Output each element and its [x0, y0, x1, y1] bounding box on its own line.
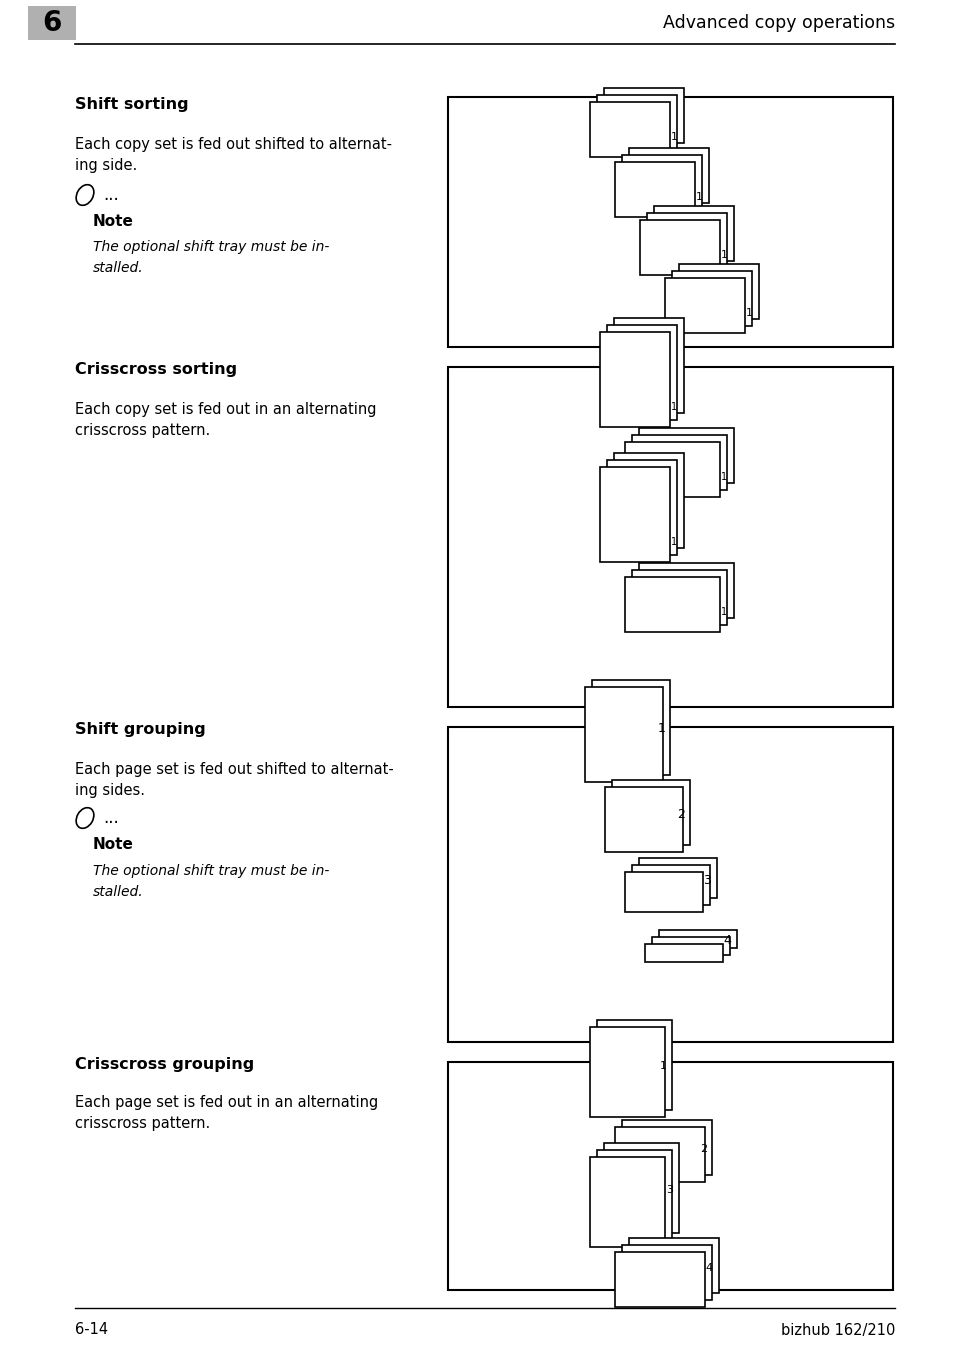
Text: ...: ... [103, 187, 118, 204]
Text: Shift grouping: Shift grouping [75, 722, 206, 737]
Polygon shape [625, 577, 720, 631]
Text: Crisscross sorting: Crisscross sorting [75, 362, 237, 377]
Text: 3: 3 [702, 873, 711, 887]
Text: Each copy set is fed out shifted to alternat-: Each copy set is fed out shifted to alte… [75, 137, 392, 151]
Polygon shape [659, 930, 737, 948]
Polygon shape [614, 318, 684, 412]
Text: stalled.: stalled. [92, 261, 144, 274]
Text: Note: Note [92, 214, 133, 228]
Polygon shape [615, 162, 695, 218]
Polygon shape [622, 1245, 712, 1301]
Text: 1: 1 [671, 402, 677, 412]
Text: crisscross pattern.: crisscross pattern. [75, 423, 210, 438]
Text: Each page set is fed out shifted to alternat-: Each page set is fed out shifted to alte… [75, 763, 394, 777]
Polygon shape [590, 101, 670, 157]
Polygon shape [585, 687, 662, 781]
Text: ...: ... [103, 808, 118, 827]
Polygon shape [625, 442, 720, 498]
Polygon shape [615, 1252, 705, 1307]
Text: 1: 1 [720, 607, 727, 617]
Polygon shape [639, 429, 734, 483]
Polygon shape [597, 1019, 672, 1110]
Ellipse shape [76, 185, 93, 206]
Ellipse shape [76, 807, 93, 829]
Text: 1: 1 [657, 722, 665, 735]
Text: 4: 4 [705, 1263, 712, 1274]
Polygon shape [652, 937, 730, 955]
Text: Shift sorting: Shift sorting [75, 97, 189, 112]
Text: Crisscross grouping: Crisscross grouping [75, 1057, 254, 1072]
Bar [28, 5, 76, 41]
Polygon shape [647, 214, 727, 268]
Text: The optional shift tray must be in-: The optional shift tray must be in- [92, 241, 329, 254]
Text: 2: 2 [677, 807, 684, 821]
Polygon shape [607, 460, 677, 556]
Polygon shape [597, 95, 677, 150]
Polygon shape [590, 1028, 665, 1117]
Polygon shape [672, 270, 752, 326]
Text: ing side.: ing side. [75, 158, 137, 173]
Polygon shape [665, 279, 744, 333]
Polygon shape [625, 872, 702, 913]
Text: The optional shift tray must be in-: The optional shift tray must be in- [92, 864, 329, 877]
Polygon shape [614, 453, 684, 548]
Text: bizhub 162/210: bizhub 162/210 [780, 1322, 894, 1337]
Text: 6: 6 [42, 9, 62, 37]
Text: 2: 2 [700, 1144, 706, 1155]
Text: 1: 1 [671, 537, 677, 548]
Text: 1: 1 [720, 250, 727, 260]
Polygon shape [590, 1157, 665, 1247]
Text: Advanced copy operations: Advanced copy operations [662, 14, 894, 32]
Text: crisscross pattern.: crisscross pattern. [75, 1115, 210, 1132]
Polygon shape [604, 88, 684, 143]
Text: 1: 1 [745, 308, 752, 318]
Bar [448, 1063, 892, 1290]
Polygon shape [622, 1119, 712, 1175]
Polygon shape [604, 1142, 679, 1233]
Polygon shape [645, 944, 722, 963]
Text: ing sides.: ing sides. [75, 783, 145, 798]
Polygon shape [632, 865, 710, 904]
Polygon shape [592, 680, 670, 775]
Polygon shape [654, 206, 734, 261]
Polygon shape [629, 1238, 719, 1293]
Polygon shape [632, 435, 727, 489]
Text: 1: 1 [659, 1061, 666, 1071]
Polygon shape [622, 155, 701, 210]
Text: 6-14: 6-14 [75, 1322, 108, 1337]
Polygon shape [605, 787, 682, 852]
Polygon shape [607, 324, 677, 420]
Text: Each copy set is fed out in an alternating: Each copy set is fed out in an alternati… [75, 402, 376, 416]
Bar [448, 366, 892, 707]
Text: 1: 1 [670, 132, 678, 142]
Bar [448, 97, 892, 347]
Text: Each page set is fed out in an alternating: Each page set is fed out in an alternati… [75, 1095, 377, 1110]
Polygon shape [597, 1151, 672, 1240]
Polygon shape [632, 571, 727, 625]
Text: 4: 4 [722, 934, 731, 948]
Polygon shape [639, 859, 717, 898]
Polygon shape [599, 466, 670, 562]
Polygon shape [679, 264, 759, 319]
Polygon shape [599, 333, 670, 427]
Polygon shape [612, 780, 690, 845]
Text: 1: 1 [696, 192, 702, 201]
Text: 1: 1 [720, 472, 727, 483]
Polygon shape [629, 147, 709, 203]
Polygon shape [639, 562, 734, 618]
Polygon shape [615, 1128, 705, 1182]
Text: Note: Note [92, 837, 133, 852]
Bar [448, 727, 892, 1042]
Text: stalled.: stalled. [92, 886, 144, 899]
Text: 3: 3 [665, 1184, 672, 1195]
Polygon shape [639, 220, 720, 274]
